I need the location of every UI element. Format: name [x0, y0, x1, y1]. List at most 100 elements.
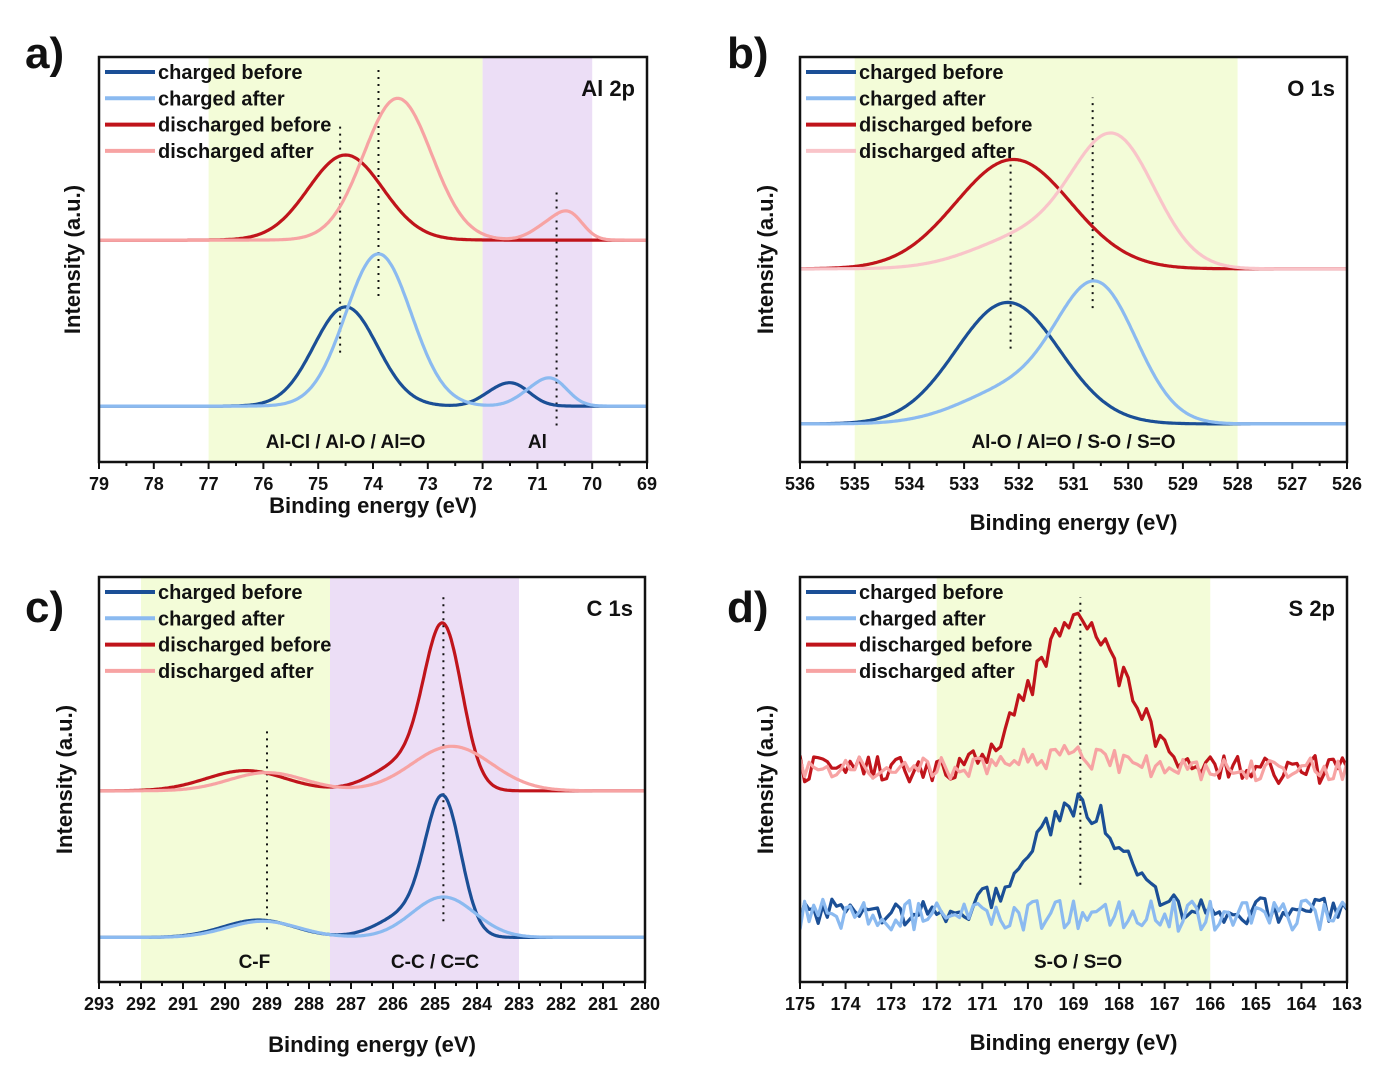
legend-entry: charged after	[859, 88, 986, 110]
y-axis-label: Intensity (a.u.)	[60, 185, 85, 334]
x-tick-label: 76	[253, 474, 273, 494]
x-axis-label: Binding energy (eV)	[970, 1030, 1178, 1055]
x-tick-label: 79	[89, 474, 109, 494]
legend-entry: charged after	[859, 608, 986, 630]
legend-entry: discharged after	[158, 661, 314, 683]
panel-title: O 1s	[1287, 76, 1335, 101]
x-tick-label: 288	[294, 994, 324, 1014]
legend-entry: discharged after	[158, 141, 314, 163]
x-tick-label: 528	[1223, 474, 1253, 494]
legend-entry: charged before	[158, 582, 302, 604]
panel-c: C-F C-C / C=C 293 292 291 290 289 288 287 286 285 2…	[25, 575, 660, 1057]
x-tick-label: 530	[1113, 474, 1143, 494]
legend-entry: discharged after	[859, 661, 1015, 683]
legend-entry: discharged after	[859, 141, 1015, 163]
region-label: Al	[528, 432, 547, 453]
x-tick-label: 163	[1332, 994, 1362, 1014]
series-line-charged-after	[99, 895, 645, 940]
y-axis-label: Intensity (a.u.)	[753, 185, 778, 334]
series-line-discharged-after	[800, 743, 1347, 783]
x-tick-label: 165	[1241, 994, 1271, 1014]
shaded-region	[330, 577, 519, 982]
x-tick-label: 70	[582, 474, 602, 494]
panel-title: Al 2p	[581, 76, 635, 101]
legend-entry: charged before	[859, 62, 1003, 84]
y-axis-label: Intensity (a.u.)	[52, 705, 77, 854]
x-tick-label: 77	[199, 474, 219, 494]
legend-entry: discharged before	[859, 635, 1032, 657]
region-label: S-O / S=O	[1034, 952, 1122, 973]
series-line-charged-after	[99, 252, 647, 408]
x-tick-label: 531	[1058, 474, 1088, 494]
x-tick-label: 166	[1195, 994, 1225, 1014]
x-tick-label: 284	[462, 994, 492, 1014]
x-tick-label: 532	[1004, 474, 1034, 494]
panel-d: S-O / S=O 175 174 173 172 171 170 169 168 167 166 1…	[727, 575, 1362, 1055]
x-tick-label: 72	[473, 474, 493, 494]
series-line-charged-after	[800, 279, 1347, 426]
series-line-discharged-before	[99, 621, 645, 793]
x-tick-label: 280	[630, 994, 660, 1014]
panel-label: b)	[727, 29, 769, 78]
x-tick-label: 533	[949, 474, 979, 494]
x-tick-label: 74	[363, 474, 383, 494]
panel-label: c)	[25, 583, 64, 632]
panel-title: C 1s	[587, 596, 633, 621]
x-tick-label: 290	[210, 994, 240, 1014]
panel-title: S 2p	[1289, 596, 1335, 621]
x-tick-label: 75	[308, 474, 328, 494]
x-tick-label: 534	[894, 474, 924, 494]
legend-entry: charged before	[859, 582, 1003, 604]
x-tick-label: 286	[378, 994, 408, 1014]
x-tick-label: 173	[876, 994, 906, 1014]
x-tick-label: 281	[588, 994, 618, 1014]
series-line-discharged-after	[99, 744, 645, 793]
shaded-region	[208, 57, 483, 462]
x-tick-label: 535	[840, 474, 870, 494]
series-line-charged-after	[800, 897, 1347, 933]
x-tick-label: 71	[527, 474, 547, 494]
x-tick-label: 287	[336, 994, 366, 1014]
x-tick-label: 69	[637, 474, 657, 494]
x-tick-label: 292	[126, 994, 156, 1014]
x-tick-label: 78	[144, 474, 164, 494]
x-tick-label: 283	[504, 994, 534, 1014]
x-tick-label: 169	[1058, 994, 1088, 1014]
series-line-discharged-after	[99, 96, 647, 242]
x-tick-label: 529	[1168, 474, 1198, 494]
x-tick-label: 526	[1332, 474, 1362, 494]
x-tick-label: 293	[84, 994, 114, 1014]
legend-entry: charged after	[158, 608, 285, 630]
panel-label: d)	[727, 583, 769, 632]
x-axis-label: Binding energy (eV)	[269, 493, 477, 518]
x-tick-label: 171	[967, 994, 997, 1014]
x-tick-label: 174	[831, 994, 861, 1014]
legend: charged before charged after discharged be…	[806, 62, 1032, 163]
x-tick-label: 168	[1104, 994, 1134, 1014]
x-tick-label: 167	[1150, 994, 1180, 1014]
panel-b: Al-O / Al=O / S-O / S=O 536 535 534 533 532 53…	[727, 29, 1362, 535]
shaded-region	[482, 57, 593, 462]
x-tick-label: 170	[1013, 994, 1043, 1014]
series-line-discharged-before	[800, 611, 1347, 786]
x-tick-label: 164	[1286, 994, 1316, 1014]
x-tick-label: 285	[420, 994, 450, 1014]
region-label: C-F	[239, 952, 271, 973]
x-tick-label: 527	[1277, 474, 1307, 494]
x-tick-label: 73	[418, 474, 438, 494]
panel-a: Al-Cl / Al-O / Al=O Al 79 78 77 76 75 74 73 72 71 7…	[25, 29, 657, 518]
legend-entry: charged before	[158, 62, 302, 84]
panel-label: a)	[25, 29, 64, 78]
x-axis-label: Binding energy (eV)	[970, 510, 1178, 535]
x-tick-label: 172	[922, 994, 952, 1014]
legend-entry: charged after	[158, 88, 285, 110]
legend-entry: discharged before	[158, 115, 331, 137]
region-label: C-C / C=C	[391, 952, 479, 973]
series-line-charged-before	[800, 792, 1347, 927]
x-tick-label: 282	[546, 994, 576, 1014]
x-tick-label: 289	[252, 994, 282, 1014]
legend-entry: discharged before	[158, 635, 331, 657]
legend: charged before charged after discharged be…	[105, 62, 331, 163]
legend: charged before charged after discharged be…	[806, 582, 1032, 683]
